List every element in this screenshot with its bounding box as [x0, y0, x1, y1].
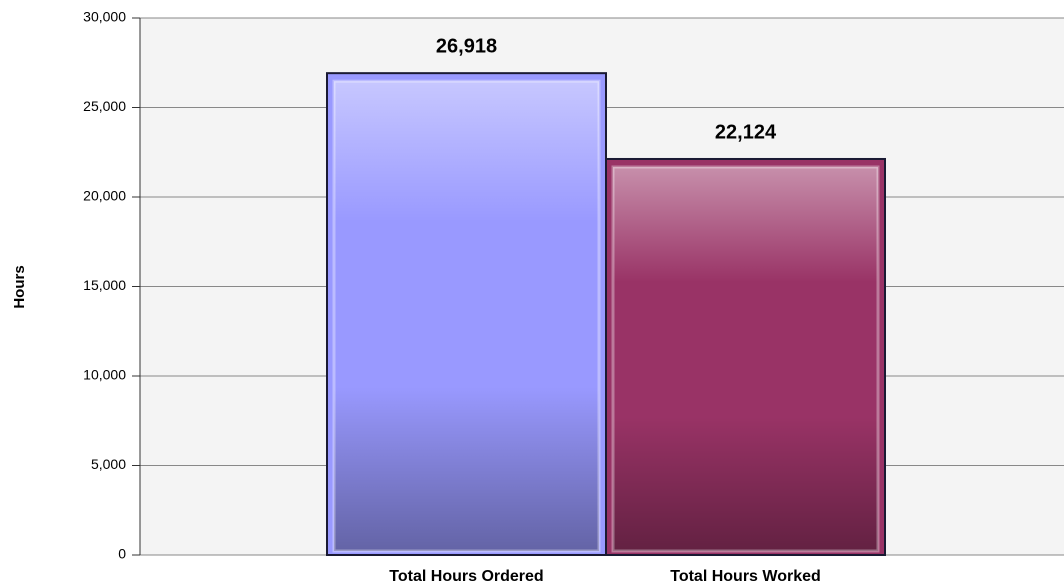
y-tick-label: 15,000	[83, 277, 126, 293]
value-label: 22,124	[715, 121, 777, 143]
y-tick-label: 30,000	[83, 9, 126, 25]
y-tick-label: 5,000	[91, 456, 126, 472]
x-tick-label: Total Hours Worked	[670, 568, 821, 585]
y-tick-label: 20,000	[83, 188, 126, 204]
y-tick-label: 25,000	[83, 98, 126, 114]
value-label: 26,918	[436, 35, 497, 57]
y-axis-title: Hours	[11, 265, 28, 308]
bar-shade	[332, 79, 601, 553]
y-tick-label: 10,000	[83, 367, 126, 383]
y-tick-label: 0	[118, 546, 126, 562]
bar-shade	[611, 165, 880, 553]
x-tick-label: Total Hours Ordered	[389, 568, 543, 585]
